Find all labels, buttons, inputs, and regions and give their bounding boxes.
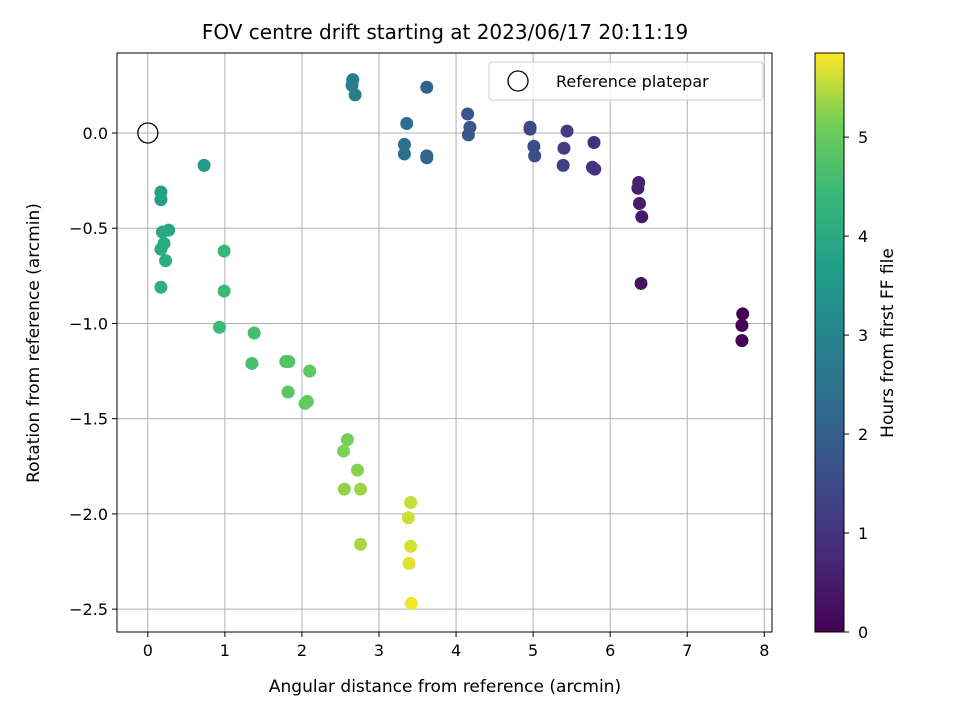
scatter-point <box>350 463 364 477</box>
data-points <box>137 73 750 610</box>
y-axis-label: Rotation from reference (arcmin) <box>24 203 44 483</box>
scatter-point <box>736 307 750 321</box>
x-tick-label: 5 <box>528 641 538 660</box>
scatter-point <box>523 122 537 136</box>
y-tick-label: −2.0 <box>69 505 108 524</box>
x-tick-label: 8 <box>759 641 769 660</box>
scatter-point <box>397 137 411 151</box>
scatter-point <box>560 124 574 138</box>
scatter-point <box>556 158 570 172</box>
y-tick-label: −0.5 <box>69 219 108 238</box>
grid-lines <box>117 53 772 632</box>
colorbar-tick-label: 3 <box>858 326 868 345</box>
scatter-point <box>735 318 749 332</box>
scatter-point <box>337 444 351 458</box>
x-axis-label: Angular distance from reference (arcmin) <box>269 677 621 697</box>
y-tick-label: 0.0 <box>83 124 108 143</box>
scatter-point <box>404 539 418 553</box>
scatter-point <box>245 356 259 370</box>
colorbar-tick-label: 1 <box>858 524 868 543</box>
colorbar-tick-label: 0 <box>858 623 868 642</box>
scatter-point <box>154 242 168 256</box>
x-tick-label: 4 <box>451 641 461 660</box>
legend-reference-marker <box>507 70 529 92</box>
scatter-point <box>155 225 169 239</box>
reference-platepar-marker <box>137 122 159 144</box>
scatter-point <box>635 210 649 224</box>
scatter-point <box>337 482 351 496</box>
colorbar-gradient <box>814 52 845 633</box>
x-axis-ticks: 0 1 2 3 4 5 6 7 8 <box>143 632 769 660</box>
scatter-point <box>340 433 354 447</box>
y-tick-label: −1.5 <box>69 410 108 429</box>
x-tick-label: 0 <box>143 641 153 660</box>
x-tick-label: 1 <box>220 641 230 660</box>
colorbar-ticks: 0 1 2 3 4 5 <box>844 128 868 642</box>
scatter-point <box>354 482 368 496</box>
scatter-point <box>159 254 173 268</box>
scatter-point <box>397 147 411 161</box>
scatter-point <box>632 176 646 190</box>
scatter-point <box>404 495 418 509</box>
colorbar: 0 1 2 3 4 5 Hours from first FF file <box>814 52 898 642</box>
scatter-point <box>217 244 231 258</box>
y-tick-label: −2.5 <box>69 600 108 619</box>
scatter-point <box>298 396 312 410</box>
legend-entry-reference: Reference platepar <box>556 72 709 91</box>
scatter-point <box>461 107 475 121</box>
scatter-point <box>154 280 168 294</box>
scatter-point <box>461 128 475 142</box>
scatter-point <box>303 364 317 378</box>
colorbar-tick-label: 2 <box>858 425 868 444</box>
scatter-point <box>557 141 571 155</box>
colorbar-tick-label: 4 <box>858 227 868 246</box>
scatter-point <box>247 326 261 340</box>
x-tick-label: 7 <box>682 641 692 660</box>
scatter-point <box>404 596 418 610</box>
scatter-point <box>632 196 646 210</box>
legend-box <box>488 61 764 101</box>
chart-title: FOV centre drift starting at 2023/06/17 … <box>202 20 688 44</box>
x-tick-label: 6 <box>605 641 615 660</box>
y-tick-label: −1.0 <box>69 314 108 333</box>
scatter-point <box>588 162 602 176</box>
y-axis-ticks: 0.0 −0.5 −1.0 −1.5 −2.0 −2.5 <box>69 124 117 619</box>
scatter-point <box>154 193 168 207</box>
legend: Reference platepar <box>488 61 764 101</box>
plot-frame <box>116 52 773 633</box>
colorbar-tick-label: 5 <box>858 128 868 147</box>
scatter-point <box>401 511 415 525</box>
scatter-point <box>587 136 601 150</box>
scatter-point <box>735 334 749 348</box>
scatter-point <box>527 139 541 153</box>
scatter-point <box>402 556 416 570</box>
scatter-point <box>282 355 296 369</box>
colorbar-label: Hours from first FF file <box>878 248 898 438</box>
x-tick-label: 3 <box>374 641 384 660</box>
scatter-point <box>354 537 368 551</box>
scatter-point <box>528 149 542 163</box>
scatter-point <box>281 385 295 399</box>
x-tick-label: 2 <box>297 641 307 660</box>
scatter-point <box>420 151 434 165</box>
scatter-point <box>634 276 648 290</box>
scatter-point <box>420 80 434 94</box>
scatter-point <box>400 116 414 130</box>
scatter-point <box>348 88 362 102</box>
scatter-point <box>217 284 231 298</box>
scatter-point <box>212 320 226 334</box>
scatter-point <box>197 158 211 172</box>
